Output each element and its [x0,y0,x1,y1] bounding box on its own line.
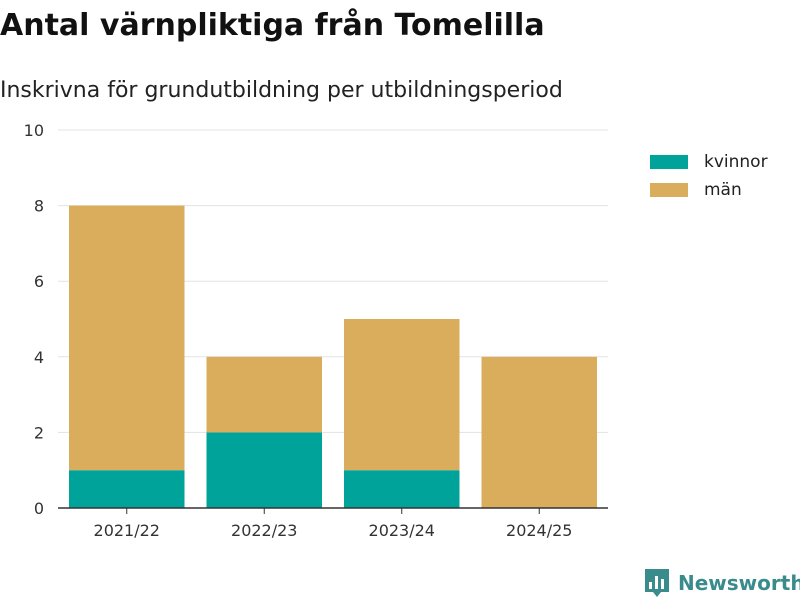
legend-item-kvinnor: kvinnor [650,148,768,176]
x-tick-label: 2024/25 [506,521,572,540]
legend-label-man: män [704,180,742,200]
legend-label-kvinnor: kvinnor [704,152,768,172]
axes: 0 2 4 6 8 10 2021/22 2022/23 2023/24 2024/25 [24,121,608,540]
y-tick-label: 8 [34,197,44,216]
bar-kvinnor-2022-23 [206,432,322,508]
legend-swatch-man [650,183,688,197]
y-tick-label: 2 [34,423,44,442]
y-tick-label: 10 [24,121,44,140]
legend-swatch-kvinnor [650,155,688,169]
bars [69,205,597,508]
brand-name: Newsworthy [678,571,800,595]
legend-item-man: män [650,176,768,204]
legend: kvinnor män [650,148,768,204]
bar-man-2021-22 [69,205,185,471]
bar-man-2023-24 [344,319,460,471]
bar-man-2024-25 [481,356,597,508]
bar-man-2022-23 [206,356,322,433]
x-tick-label: 2021/22 [94,521,160,540]
y-tick-label: 6 [34,272,44,291]
chart-logo-icon [645,569,669,597]
y-tick-label: 0 [34,499,44,518]
x-tick-label: 2022/23 [231,521,297,540]
chart-subtitle: Inskrivna för grundutbildning per utbild… [0,78,563,103]
brand-logo: Newsworthy [644,568,800,598]
y-tick-label: 4 [34,348,44,367]
x-tick-label: 2023/24 [369,521,435,540]
bar-kvinnor-2023-24 [344,470,460,508]
chart-title: Antal värnpliktiga från Tomelilla [0,8,545,43]
bar-kvinnor-2021-22 [69,470,185,508]
